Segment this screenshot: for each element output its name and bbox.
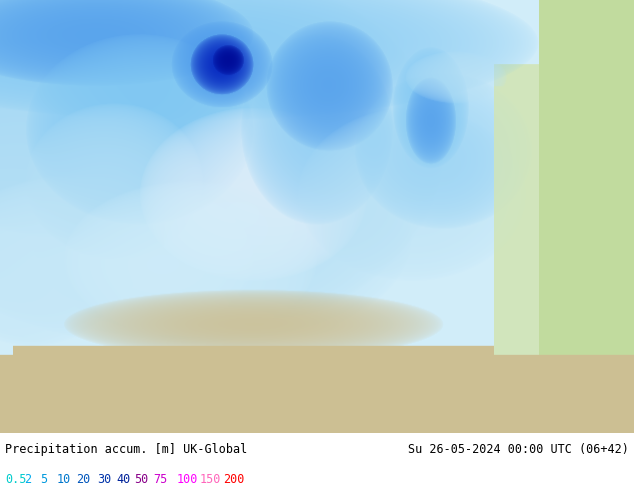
Text: 150: 150	[200, 473, 221, 486]
Text: 50: 50	[134, 473, 148, 486]
Text: 30: 30	[97, 473, 111, 486]
Text: 10: 10	[57, 473, 71, 486]
Text: Su 26-05-2024 00:00 UTC (06+42): Su 26-05-2024 00:00 UTC (06+42)	[408, 443, 629, 456]
Text: 20: 20	[76, 473, 90, 486]
Text: 0.5: 0.5	[5, 473, 27, 486]
Text: 100: 100	[176, 473, 198, 486]
Text: 2: 2	[24, 473, 31, 486]
Text: 40: 40	[116, 473, 130, 486]
Text: 75: 75	[153, 473, 167, 486]
Text: 200: 200	[223, 473, 245, 486]
Text: Precipitation accum. [m] UK-Global: Precipitation accum. [m] UK-Global	[5, 443, 247, 456]
Text: 5: 5	[40, 473, 47, 486]
